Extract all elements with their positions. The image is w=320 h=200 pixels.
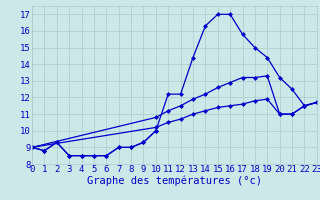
X-axis label: Graphe des températures (°c): Graphe des températures (°c) (87, 176, 262, 186)
